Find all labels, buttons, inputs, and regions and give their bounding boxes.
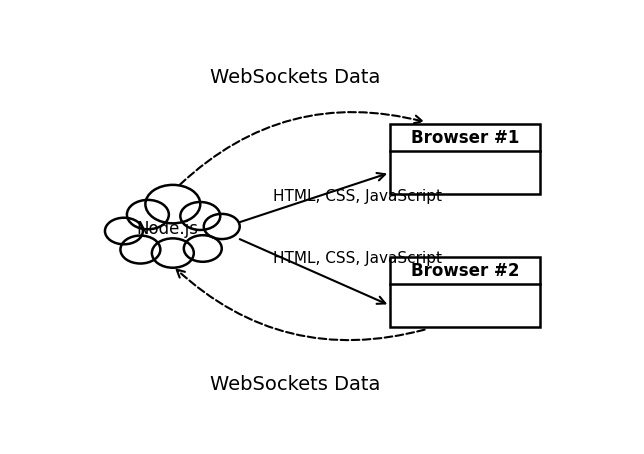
Text: WebSockets Data: WebSockets Data [210, 375, 381, 395]
Circle shape [105, 218, 143, 244]
Circle shape [146, 185, 200, 223]
Circle shape [152, 238, 194, 268]
Circle shape [127, 200, 169, 229]
Text: Browser #2: Browser #2 [411, 262, 519, 280]
Circle shape [180, 202, 220, 230]
Text: Browser #1: Browser #1 [411, 128, 519, 147]
Text: WebSockets Data: WebSockets Data [210, 68, 381, 87]
Text: HTML, CSS, JavaScript: HTML, CSS, JavaScript [272, 188, 442, 203]
Text: Node.js: Node.js [137, 220, 199, 238]
Circle shape [184, 235, 222, 262]
Text: HTML, CSS, JavaScript: HTML, CSS, JavaScript [272, 252, 442, 266]
Bar [390, 124, 540, 194]
Circle shape [120, 236, 160, 263]
Bar [390, 257, 540, 327]
Circle shape [204, 214, 240, 239]
